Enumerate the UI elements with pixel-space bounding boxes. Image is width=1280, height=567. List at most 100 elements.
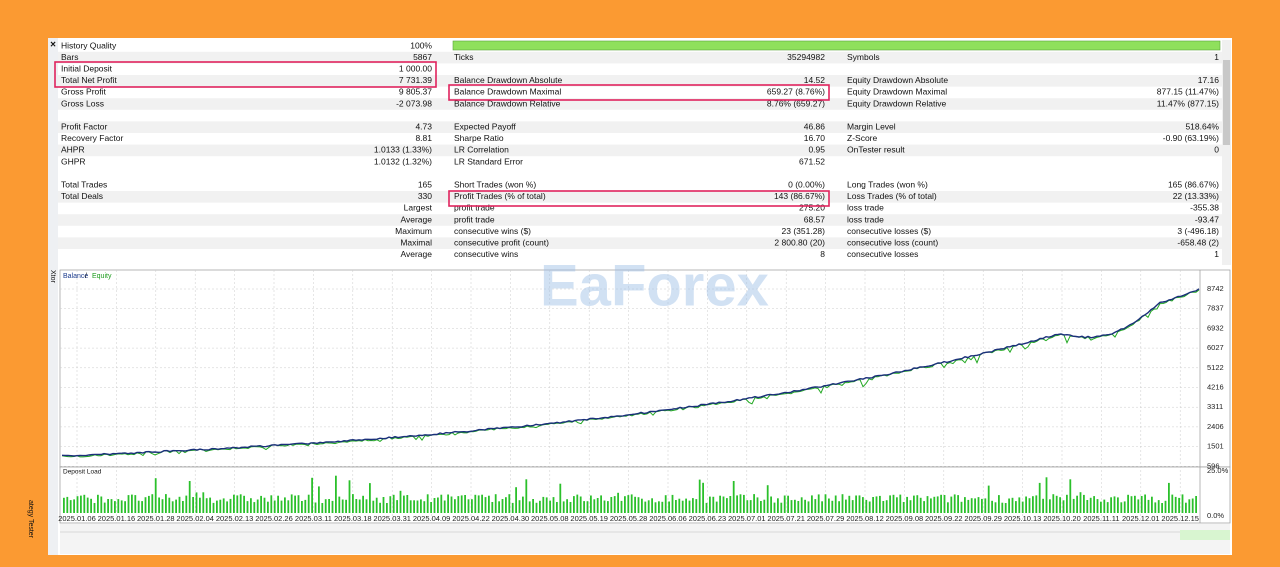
stat-text: Recovery Factor [61,133,124,143]
deposit-bar [831,500,834,513]
side-label: ategy Tester [27,500,34,539]
stat-text: 877.15 (11.47%) [1157,87,1219,97]
deposit-bar [1076,495,1078,513]
balance-line [61,288,1200,457]
deposit-bar [352,494,354,513]
stat-text: History Quality [61,40,117,50]
deposit-bar [525,479,528,513]
deposit-bar [141,501,143,513]
deposit-bar [260,495,262,513]
stat-text: 4.73 [415,121,432,131]
deposit-bar [372,500,375,513]
stat-text: OnTester result [847,145,905,155]
deposit-bar [1038,482,1041,513]
deposit-bar [1052,494,1055,513]
deposit-bar [542,496,545,513]
x-axis-label: 2025.06.23 [689,514,727,523]
stat-text: AHPR [61,145,85,155]
deposit-bar [790,500,793,513]
deposit-bar [423,501,426,513]
deposit-bar [892,494,895,513]
deposit-bar [382,497,385,513]
deposit-bar [590,495,592,513]
deposit-bar [511,502,514,513]
deposit-bar [321,503,324,513]
deposit-bar [1011,497,1014,513]
stat-text: 2 800.80 (20) [774,237,825,247]
deposit-bar [858,495,861,513]
deposit-bar [83,494,86,513]
stat-text: consecutive losses [847,249,918,259]
deposit-bar [889,495,891,513]
scrollbar[interactable] [1222,40,1231,265]
deposit-bar [491,502,494,513]
deposit-bar [627,495,630,513]
deposit-bar [137,500,140,513]
deposit-bar [168,497,171,513]
deposit-bar [535,502,538,513]
row-background [58,75,1222,87]
stat-text: Initial Deposit [61,63,113,73]
deposit-bar [668,501,670,513]
deposit-bar [97,494,99,513]
deposit-bar [188,481,191,513]
deposit-bar [1113,496,1116,513]
deposit-bar [1025,496,1027,513]
deposit-bar [338,496,341,513]
deposit-bar [158,497,160,513]
deposit-bar [743,494,745,513]
deposit-bar [675,500,677,513]
deposit-bar [749,500,752,513]
deposit-bar [471,499,473,513]
deposit-bar [335,475,337,513]
stat-text: 518.64% [1185,121,1219,131]
deposit-bar [906,496,908,513]
deposit-bar [1181,494,1184,513]
deposit-bar [1100,501,1102,513]
deposit-bar [576,494,579,513]
deposit-bar [216,500,218,513]
deposit-bar [1103,499,1106,513]
deposit-bar [1161,503,1163,513]
deposit-bar [63,497,65,513]
deposit-bar [222,498,225,513]
deposit-bar [549,500,551,513]
deposit-bar [685,498,687,513]
deposit-bar [977,497,980,513]
x-axis-label: 2025.07.21 [767,514,805,523]
deposit-bar [457,496,460,513]
deposit-bar [1130,496,1133,513]
deposit-bar [311,477,313,513]
deposit-bar [481,494,483,513]
stat-text: consecutive losses ($) [847,226,931,236]
deposit-bar [556,502,558,513]
scroll-thumb[interactable] [1223,60,1230,145]
deposit-bar [233,494,235,513]
deposit-bar [579,496,582,513]
stat-text: -93.47 [1195,214,1219,224]
deposit-bar [991,500,993,513]
deposit-bar [114,501,116,513]
deposit-bar [205,498,208,513]
deposit-bar [797,501,800,513]
deposit-bar [967,499,970,513]
y-axis-label: 2406 [1207,422,1224,431]
deposit-bar [263,497,266,513]
close-button[interactable]: × [50,40,56,51]
deposit-bar [562,501,565,513]
deposit-bar [403,495,405,513]
deposit-bar [1191,498,1194,513]
stat-text: Profit Factor [61,121,107,131]
deposit-bar [957,495,959,513]
deposit-bar [192,497,194,513]
deposit-bar [294,495,296,513]
deposit-bar [277,495,279,513]
deposit-bar [862,497,864,513]
deposit-bar [722,496,725,513]
deposit-bar [634,496,636,513]
x-axis-label: 2025.04.09 [413,514,451,523]
stat-text: Gross Profit [61,87,107,97]
deposit-bar [103,502,106,513]
deposit-bar [715,501,718,513]
